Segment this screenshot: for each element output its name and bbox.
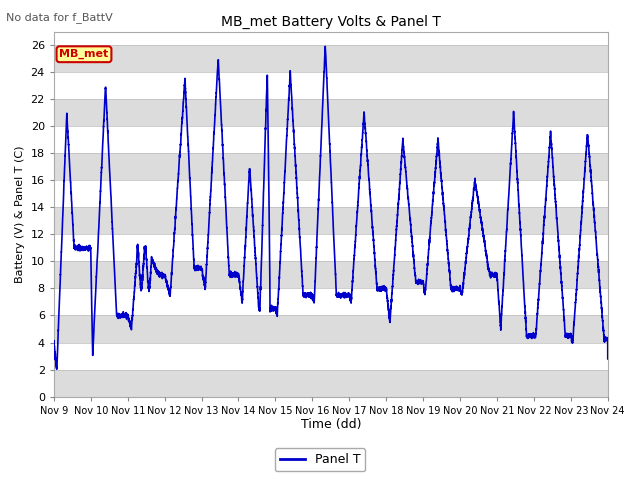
Text: MB_met: MB_met bbox=[60, 49, 109, 60]
Bar bbox=[54, 99, 608, 126]
Legend: Panel T: Panel T bbox=[275, 448, 365, 471]
Y-axis label: Battery (V) & Panel T (C): Battery (V) & Panel T (C) bbox=[15, 145, 25, 283]
Bar bbox=[54, 315, 608, 343]
X-axis label: Time (dd): Time (dd) bbox=[301, 419, 361, 432]
Bar bbox=[54, 153, 608, 180]
Text: No data for f_BattV: No data for f_BattV bbox=[6, 12, 113, 23]
Bar bbox=[54, 45, 608, 72]
Bar bbox=[54, 207, 608, 234]
Bar bbox=[54, 262, 608, 288]
Title: MB_met Battery Volts & Panel T: MB_met Battery Volts & Panel T bbox=[221, 15, 441, 29]
Bar bbox=[54, 370, 608, 396]
